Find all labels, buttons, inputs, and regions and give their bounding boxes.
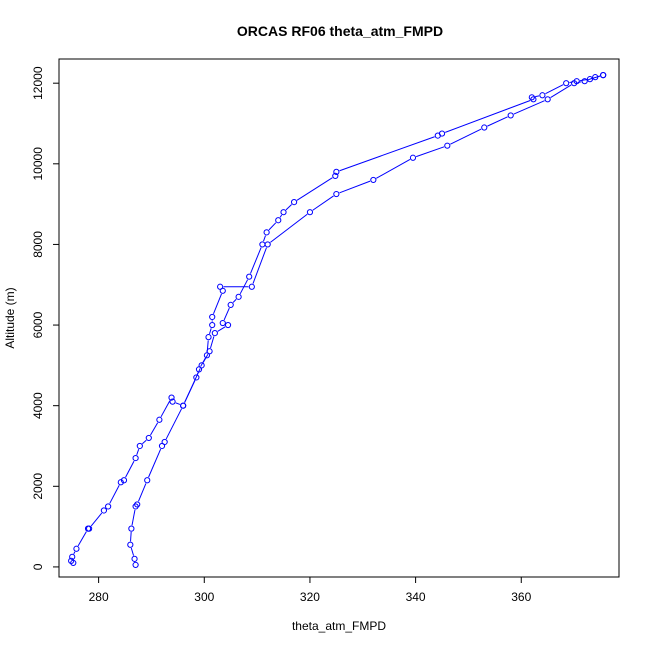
- y-tick-label: 4000: [31, 392, 45, 419]
- y-tick-label: 2000: [31, 473, 45, 500]
- x-axis-label: theta_atm_FMPD: [292, 619, 386, 633]
- y-tick-label: 10000: [31, 147, 45, 181]
- y-tick-label: 0: [31, 563, 45, 570]
- series-segment: [131, 532, 132, 541]
- chart-title: ORCAS RF06 theta_atm_FMPD: [237, 23, 443, 39]
- x-tick-label: 340: [406, 590, 426, 604]
- x-tick-label: 360: [511, 590, 531, 604]
- y-axis-label: Altitude (m): [3, 287, 17, 348]
- y-tick-label: 6000: [31, 311, 45, 338]
- x-tick-label: 300: [194, 590, 214, 604]
- series-segment: [197, 373, 198, 375]
- x-tick-label: 320: [300, 590, 320, 604]
- x-tick-label: 280: [89, 590, 109, 604]
- y-tick-label: 12000: [31, 66, 45, 100]
- y-tick-label: 8000: [31, 231, 45, 258]
